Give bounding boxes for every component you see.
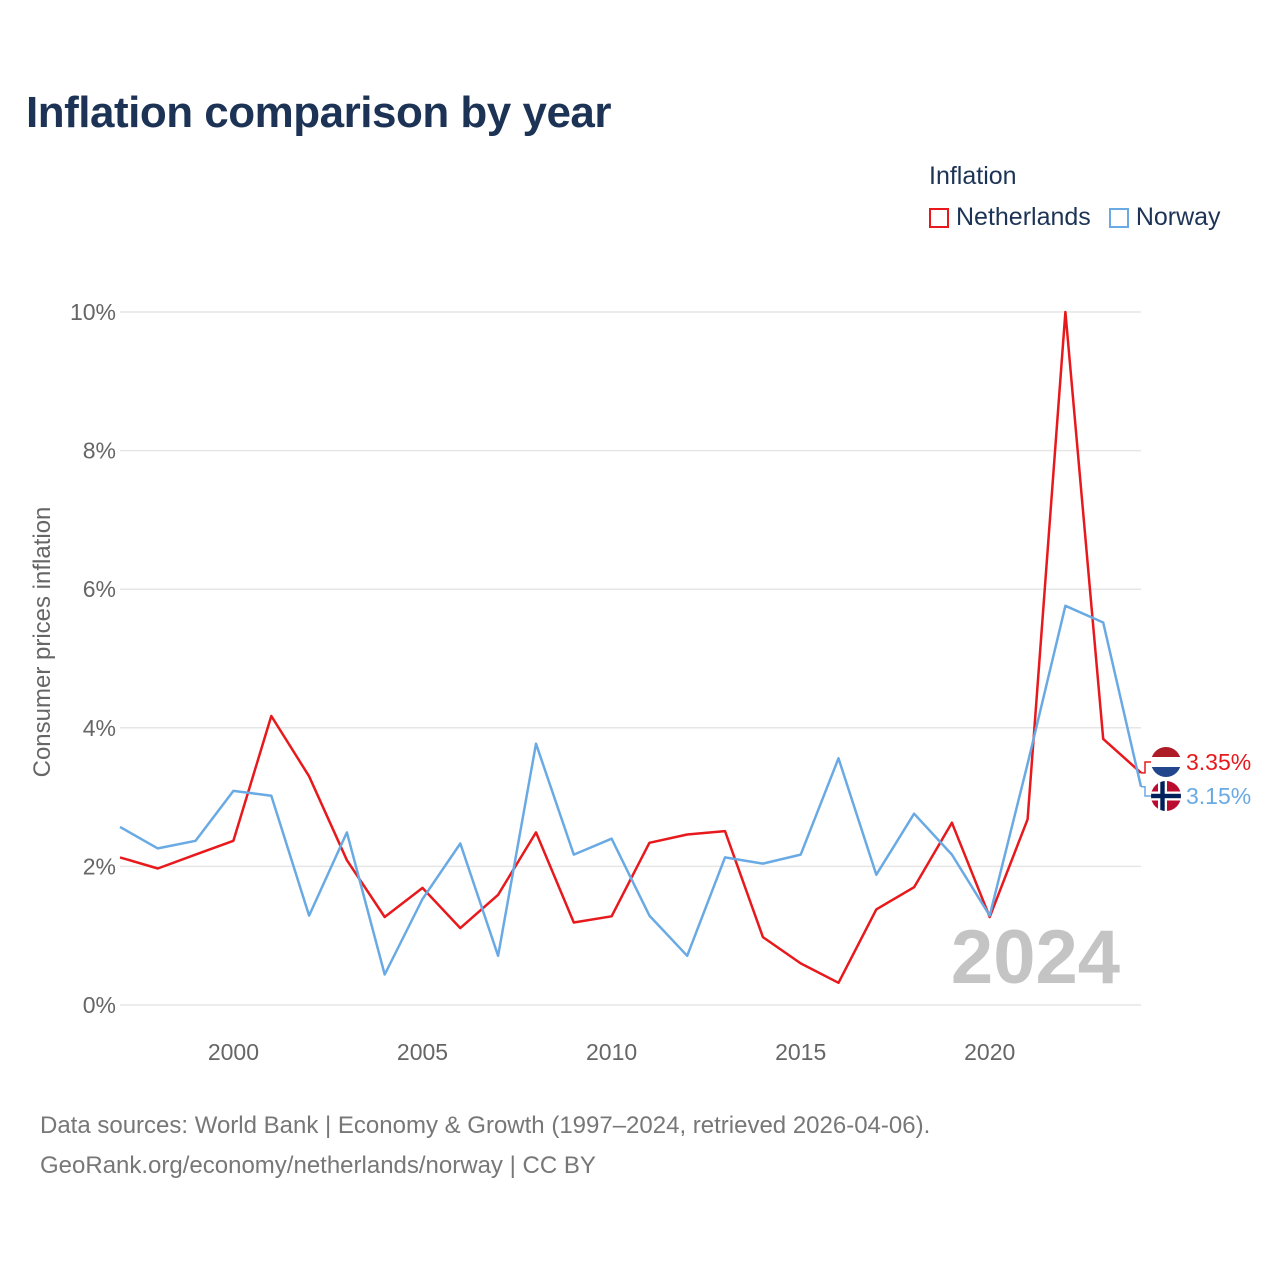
x-tick-label: 2020: [964, 1039, 1015, 1065]
line-chart: 0% 2% 4% 6% 8% 10% 2000 2005 2010 2015 2020 Consume…: [29, 299, 1251, 1065]
legend-swatch-norway: [1108, 207, 1129, 228]
connector-norway: [1141, 785, 1152, 797]
y-tick-label: 6%: [83, 576, 116, 602]
source-line-1: Data sources: World Bank | Economy & Gro…: [40, 1112, 931, 1139]
y-tick-label: 10%: [70, 299, 116, 325]
series-line-norway: [119, 604, 1143, 976]
data-source: Data sources: World Bank | Economy & Gro…: [40, 1106, 930, 1186]
x-tick-label: 2015: [775, 1039, 826, 1065]
y-tick-label: 4%: [83, 715, 116, 741]
series-line-netherlands: [119, 310, 1142, 985]
legend-label-netherlands: Netherlands: [956, 203, 1091, 231]
legend-item-netherlands[interactable]: Netherlands: [929, 203, 1091, 232]
y-axis-title: Consumer prices inflation: [29, 507, 56, 778]
end-label-netherlands: 3.35%: [1186, 749, 1251, 775]
chart-title: Inflation comparison by year: [26, 88, 612, 137]
netherlands-flag-icon: [1151, 747, 1181, 777]
source-line-2[interactable]: GeoRank.org/economy/netherlands/norway |…: [40, 1152, 596, 1179]
y-tick-label: 2%: [83, 853, 116, 879]
y-tick-label: 0%: [83, 992, 116, 1018]
y-tick-label: 8%: [83, 438, 116, 464]
x-tick-label: 2010: [586, 1039, 637, 1065]
legend-label-norway: Norway: [1135, 203, 1221, 231]
x-tick-label: 2005: [397, 1039, 448, 1065]
legend-item-norway[interactable]: Norway: [1108, 203, 1221, 232]
end-label-norway: 3.15%: [1186, 783, 1251, 809]
norway-flag-icon: [1151, 781, 1181, 811]
legend-swatch-netherlands: [929, 207, 949, 228]
legend-title: Inflation: [929, 162, 1017, 190]
x-tick-label: 2000: [208, 1039, 259, 1065]
legend: Inflation Netherlands Norway: [929, 162, 1221, 232]
connector-netherlands: [1141, 761, 1152, 774]
year-annotation: 2024: [951, 915, 1120, 1000]
